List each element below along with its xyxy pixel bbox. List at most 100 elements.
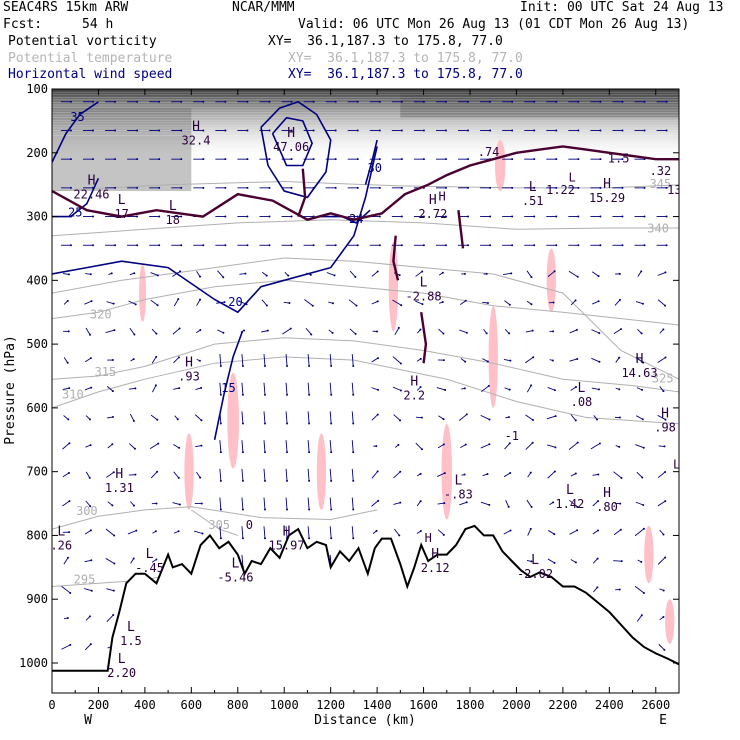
extremum-type: L (118, 652, 126, 667)
wind-vector (613, 328, 622, 334)
wind-vector (657, 557, 666, 565)
wind-speed-label: 25 (68, 206, 82, 220)
positive-pv-blob (644, 525, 654, 584)
wind-vector-head (400, 158, 403, 161)
wind-vector-head (266, 329, 269, 332)
wind-vector (105, 558, 115, 564)
wind-vector (173, 444, 180, 449)
wind-vector-head (89, 643, 92, 646)
wind-vector-head (397, 326, 400, 329)
wind-vector-head (136, 186, 139, 189)
wind-vector (546, 415, 556, 420)
strat-band-east (400, 89, 679, 118)
wind-vector (217, 329, 224, 334)
wind-vector-head (112, 589, 115, 592)
x-tick-label: 0 (48, 698, 55, 712)
wind-vector (657, 471, 666, 479)
theta-contour (191, 509, 238, 536)
wind-vector (636, 415, 643, 420)
wind-vector-head (356, 158, 359, 161)
wind-vector-head (333, 274, 336, 277)
wind-vector (285, 440, 288, 453)
wind-vector-head (489, 129, 492, 132)
extremum-value: 18 (166, 213, 180, 227)
wind-vector-head (222, 276, 225, 279)
wind-vector (129, 327, 135, 335)
wind-vector-head (132, 358, 135, 361)
wind-vector (263, 497, 266, 510)
wind-vector (239, 273, 246, 275)
wind-vector-head (442, 418, 445, 421)
wind-vector-head (155, 558, 158, 561)
wind-vector-head (508, 442, 511, 445)
center-name: NCAR/MMM (232, 0, 295, 15)
wind-vector (173, 298, 179, 307)
wind-vector (329, 468, 332, 481)
wind-vector (195, 445, 202, 448)
wind-vector-head (224, 100, 227, 103)
wind-vector-head (290, 100, 293, 103)
extremum-value: .51 (522, 194, 544, 208)
wind-vector-head (330, 479, 333, 482)
wind-vector (128, 300, 136, 305)
wind-vector-head (312, 100, 315, 103)
extremum-type: L (454, 473, 462, 488)
wind-vector-head (132, 419, 135, 422)
wind-vector (84, 588, 92, 592)
wind-vector (657, 299, 666, 306)
wind-vector-head (442, 359, 445, 362)
wind-vector (217, 270, 224, 278)
wind-vector (371, 471, 379, 479)
extremum-type: H (661, 406, 669, 421)
field-theta-name: Potential temperature (8, 51, 173, 66)
wind-vector (261, 299, 268, 306)
wind-vector-head (219, 365, 222, 368)
wind-vector-head (378, 215, 381, 218)
wind-vector-head (419, 386, 422, 389)
extremum-value: 1.31 (105, 481, 134, 495)
wind-vector (85, 500, 91, 507)
wind-vector-head (135, 529, 138, 532)
wind-vector-head (419, 357, 422, 360)
misc-label: 0 (246, 518, 253, 532)
wind-vector (172, 328, 180, 335)
extremum-type: L (232, 556, 240, 571)
wind-vector-head (290, 129, 293, 132)
wind-vector (526, 270, 532, 278)
wind-vector-head (489, 215, 492, 218)
wind-vector (635, 301, 644, 305)
wind-vector (416, 500, 422, 507)
wind-vector-head (553, 270, 556, 273)
wind-vector-head (111, 390, 114, 393)
wind-vector-head (330, 393, 333, 396)
wind-vector-head (399, 501, 402, 504)
wind-vector (525, 414, 534, 421)
wind-vector (636, 471, 643, 478)
wind-vector (592, 500, 599, 507)
wind-vector-head (577, 244, 580, 247)
wind-vector (329, 354, 332, 367)
wind-vector-head (200, 502, 203, 505)
extremum-type: H (185, 355, 193, 370)
wind-vector-head (290, 244, 293, 247)
wind-vector-head (224, 129, 227, 132)
wind-vector-head (112, 471, 115, 474)
wind-vector-head (508, 303, 511, 306)
wind-vector-head (621, 129, 624, 132)
y-tick-label: 400 (26, 273, 48, 287)
wind-vector (570, 414, 577, 421)
strat-band (52, 89, 679, 163)
wind-vector-head (246, 244, 249, 247)
wind-vector-head (508, 332, 511, 335)
wind-vector (482, 358, 489, 362)
wind-vector-head (442, 332, 445, 335)
wind-vector (263, 440, 266, 453)
wind-vector-head (642, 527, 645, 530)
wind-vector (657, 414, 666, 420)
wind-vector (504, 300, 511, 306)
wind-vector-head (287, 274, 290, 277)
wind-vector-head (442, 533, 445, 536)
wind-vector-head (618, 445, 621, 448)
wind-vector (307, 497, 310, 510)
